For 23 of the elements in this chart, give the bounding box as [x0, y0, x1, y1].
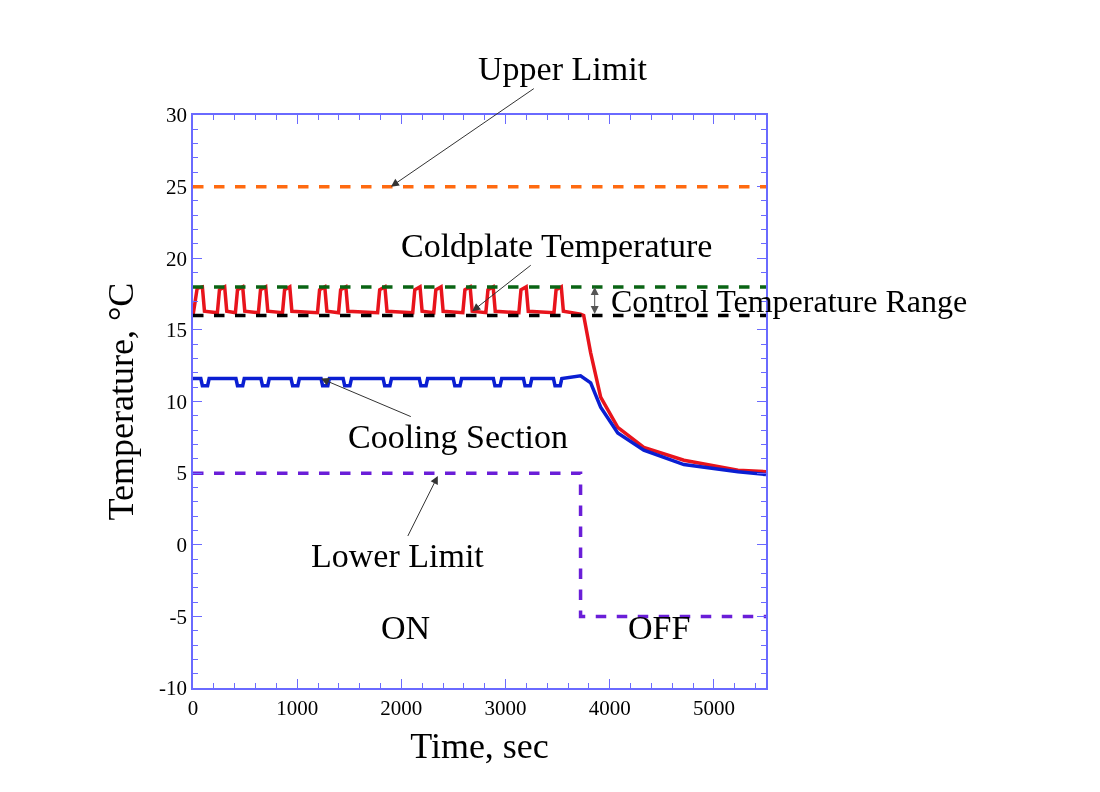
x-axis-title: Time, sec	[410, 726, 549, 767]
line-series	[193, 373, 766, 477]
y-tick-label: -10	[159, 676, 188, 701]
x-tick-label: 3000	[484, 695, 527, 720]
y-tick-label: 25	[166, 174, 188, 199]
y-tick-label: 20	[166, 246, 188, 271]
x-tick-label: 4000	[588, 695, 631, 720]
y-tick-label: 0	[176, 533, 188, 558]
annotation: Upper Limit	[478, 50, 648, 87]
x-tick-label: 1000	[276, 695, 319, 720]
annotation: ON	[381, 609, 431, 646]
y-tick-label: 10	[166, 389, 188, 414]
annotation: Cooling Section	[348, 418, 569, 455]
y-tick-label: 30	[166, 103, 188, 128]
x-tick-label: 5000	[692, 695, 735, 720]
y-axis-title: Temperature, °C	[101, 282, 142, 521]
y-tick-label: 5	[176, 461, 188, 486]
annotation: Coldplate Temperature	[401, 227, 713, 264]
x-tick-label: 2000	[380, 695, 423, 720]
y-tick-label: 15	[166, 318, 188, 343]
y-tick-label: -5	[169, 604, 188, 629]
annotation: OFF	[628, 609, 691, 646]
annotation: Lower Limit	[311, 537, 485, 574]
